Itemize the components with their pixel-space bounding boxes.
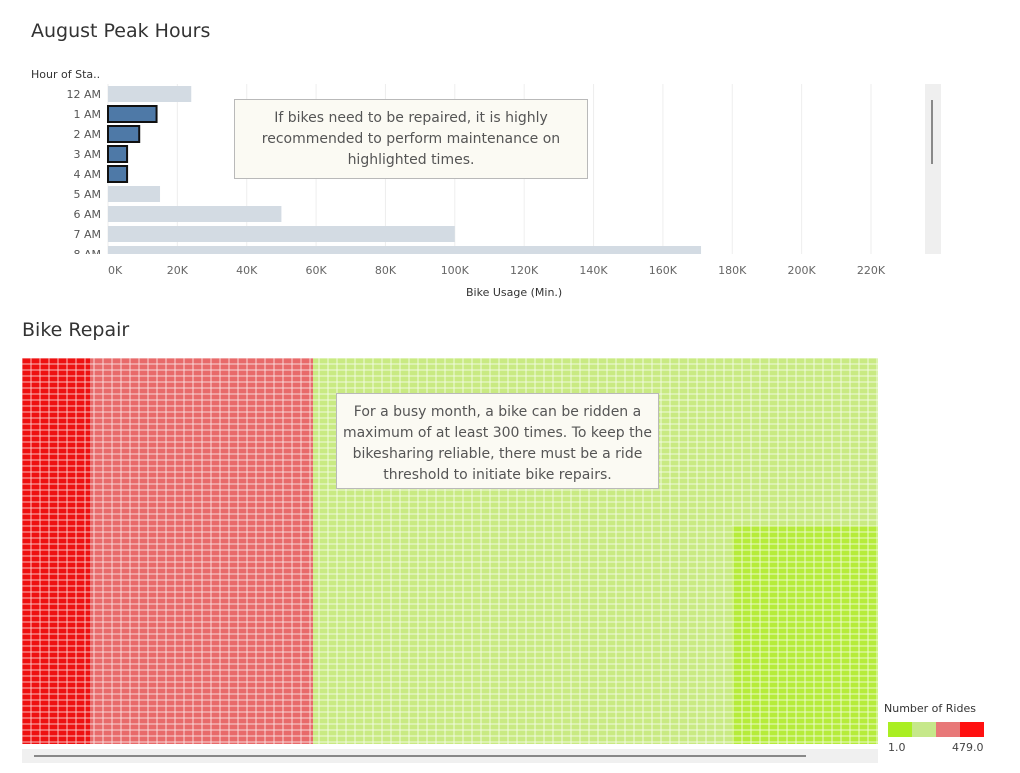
y-tick-label: 8 AM bbox=[73, 248, 101, 261]
peak-hours-title: August Peak Hours bbox=[31, 20, 211, 42]
legend-swatch bbox=[888, 722, 912, 737]
bike-repair-title: Bike Repair bbox=[22, 319, 130, 341]
bike-repair-annotation: For a busy month, a bike can be ridden a… bbox=[336, 393, 659, 489]
x-tick-label: 20K bbox=[167, 264, 189, 277]
treemap-tiles bbox=[22, 358, 90, 744]
x-tick-label: 100K bbox=[441, 264, 470, 277]
bar-5-am[interactable] bbox=[108, 186, 161, 202]
x-tick-label: 0K bbox=[108, 264, 123, 277]
x-tick-label: 60K bbox=[305, 264, 327, 277]
x-tick-label: 180K bbox=[718, 264, 747, 277]
bar-8-am[interactable] bbox=[108, 246, 702, 262]
y-tick-label: 6 AM bbox=[73, 208, 101, 221]
bar-12-am[interactable] bbox=[108, 86, 192, 102]
bar-2-am[interactable] bbox=[107, 125, 141, 143]
peak-hours-chart[interactable]: 12 AM 1 AM 2 AM 3 AM 4 AM 5 AM 6 AM 7 AM 8 AM 0K… bbox=[0, 80, 950, 280]
x-tick-label: 220K bbox=[857, 264, 886, 277]
vertical-scrollbar[interactable] bbox=[925, 84, 941, 254]
x-tick-label: 40K bbox=[236, 264, 258, 277]
y-tick-label: 7 AM bbox=[73, 228, 101, 241]
bar-4-am[interactable] bbox=[107, 165, 129, 183]
x-tick-label: 140K bbox=[579, 264, 608, 277]
x-axis-label: Bike Usage (Min.) bbox=[466, 286, 563, 299]
y-tick-label: 12 AM bbox=[66, 88, 101, 101]
horizontal-scrollbar[interactable] bbox=[22, 749, 878, 763]
bar-7-am[interactable] bbox=[108, 226, 455, 242]
horizontal-scrollbar-thumb[interactable] bbox=[34, 755, 806, 757]
y-tick-label: 3 AM bbox=[73, 148, 101, 161]
bar-3-am[interactable] bbox=[107, 145, 129, 163]
legend-swatch bbox=[912, 722, 936, 737]
color-legend bbox=[888, 722, 984, 737]
treemap-tiles bbox=[90, 358, 313, 744]
vertical-scrollbar-thumb[interactable] bbox=[931, 100, 933, 164]
legend-swatch bbox=[936, 722, 960, 737]
x-tick-label: 80K bbox=[375, 264, 397, 277]
bar-6-am[interactable] bbox=[108, 206, 282, 222]
y-tick-labels: 12 AM 1 AM 2 AM 3 AM 4 AM 5 AM 6 AM 7 AM 8 AM bbox=[66, 88, 101, 261]
y-tick-label: 2 AM bbox=[73, 128, 101, 141]
x-tick-label: 200K bbox=[788, 264, 817, 277]
legend-min-label: 1.0 bbox=[888, 741, 906, 754]
y-axis-header[interactable]: Hour of Sta.. bbox=[31, 68, 101, 81]
y-tick-label: 1 AM bbox=[73, 108, 101, 121]
bars bbox=[107, 86, 702, 262]
peak-hours-annotation: If bikes need to be repaired, it is high… bbox=[234, 99, 588, 179]
legend-swatch bbox=[960, 722, 984, 737]
x-tick-label: 160K bbox=[649, 264, 678, 277]
bar-1-am[interactable] bbox=[107, 105, 158, 123]
legend-max-label: 479.0 bbox=[952, 741, 984, 754]
x-tick-labels: 0K 20K 40K 60K 80K 100K 120K 140K 160K 180K 200K 22… bbox=[108, 264, 886, 277]
legend-title: Number of Rides bbox=[884, 702, 976, 715]
treemap-tiles bbox=[732, 526, 878, 744]
y-tick-label: 5 AM bbox=[73, 188, 101, 201]
y-tick-label: 4 AM bbox=[73, 168, 101, 181]
x-tick-label: 120K bbox=[510, 264, 539, 277]
